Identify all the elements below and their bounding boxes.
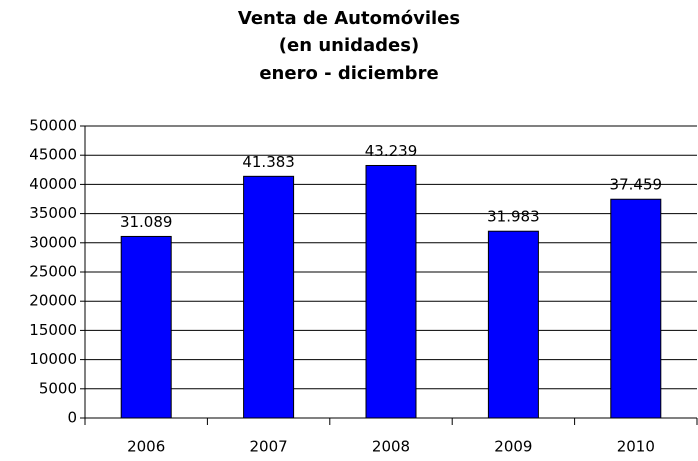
y-tick-label: 30000 <box>29 233 77 251</box>
y-tick-label: 40000 <box>29 175 77 193</box>
bar <box>120 235 172 419</box>
y-tick-label: 20000 <box>29 292 77 310</box>
data-label: 43.239 <box>365 142 418 160</box>
data-label: 31.089 <box>120 213 173 231</box>
bar <box>243 175 295 419</box>
y-tick-label: 0 <box>67 409 77 427</box>
x-tick-label: 2006 <box>127 438 165 456</box>
y-tick-label: 50000 <box>29 117 77 135</box>
y-tick-label: 5000 <box>39 379 77 397</box>
bar <box>610 198 662 419</box>
chart-title: Venta de Automóviles <box>238 8 460 29</box>
y-tick-label: 25000 <box>29 263 77 281</box>
x-tick-label: 2007 <box>250 438 288 456</box>
bar <box>487 230 539 419</box>
data-label: 31.983 <box>487 208 540 226</box>
y-tick-label: 45000 <box>29 146 77 164</box>
y-tick-label: 15000 <box>29 321 77 339</box>
x-tick-label: 2009 <box>494 438 532 456</box>
x-tick-label: 2010 <box>617 438 655 456</box>
data-label: 41.383 <box>242 153 295 171</box>
y-tick-label: 10000 <box>29 350 77 368</box>
x-tick-label: 2008 <box>372 438 410 456</box>
chart-title: enero - diciembre <box>259 63 438 84</box>
data-label: 37.459 <box>610 176 663 194</box>
y-tick-label: 35000 <box>29 204 77 222</box>
bar <box>365 164 417 419</box>
chart-title: (en unidades) <box>279 35 419 56</box>
